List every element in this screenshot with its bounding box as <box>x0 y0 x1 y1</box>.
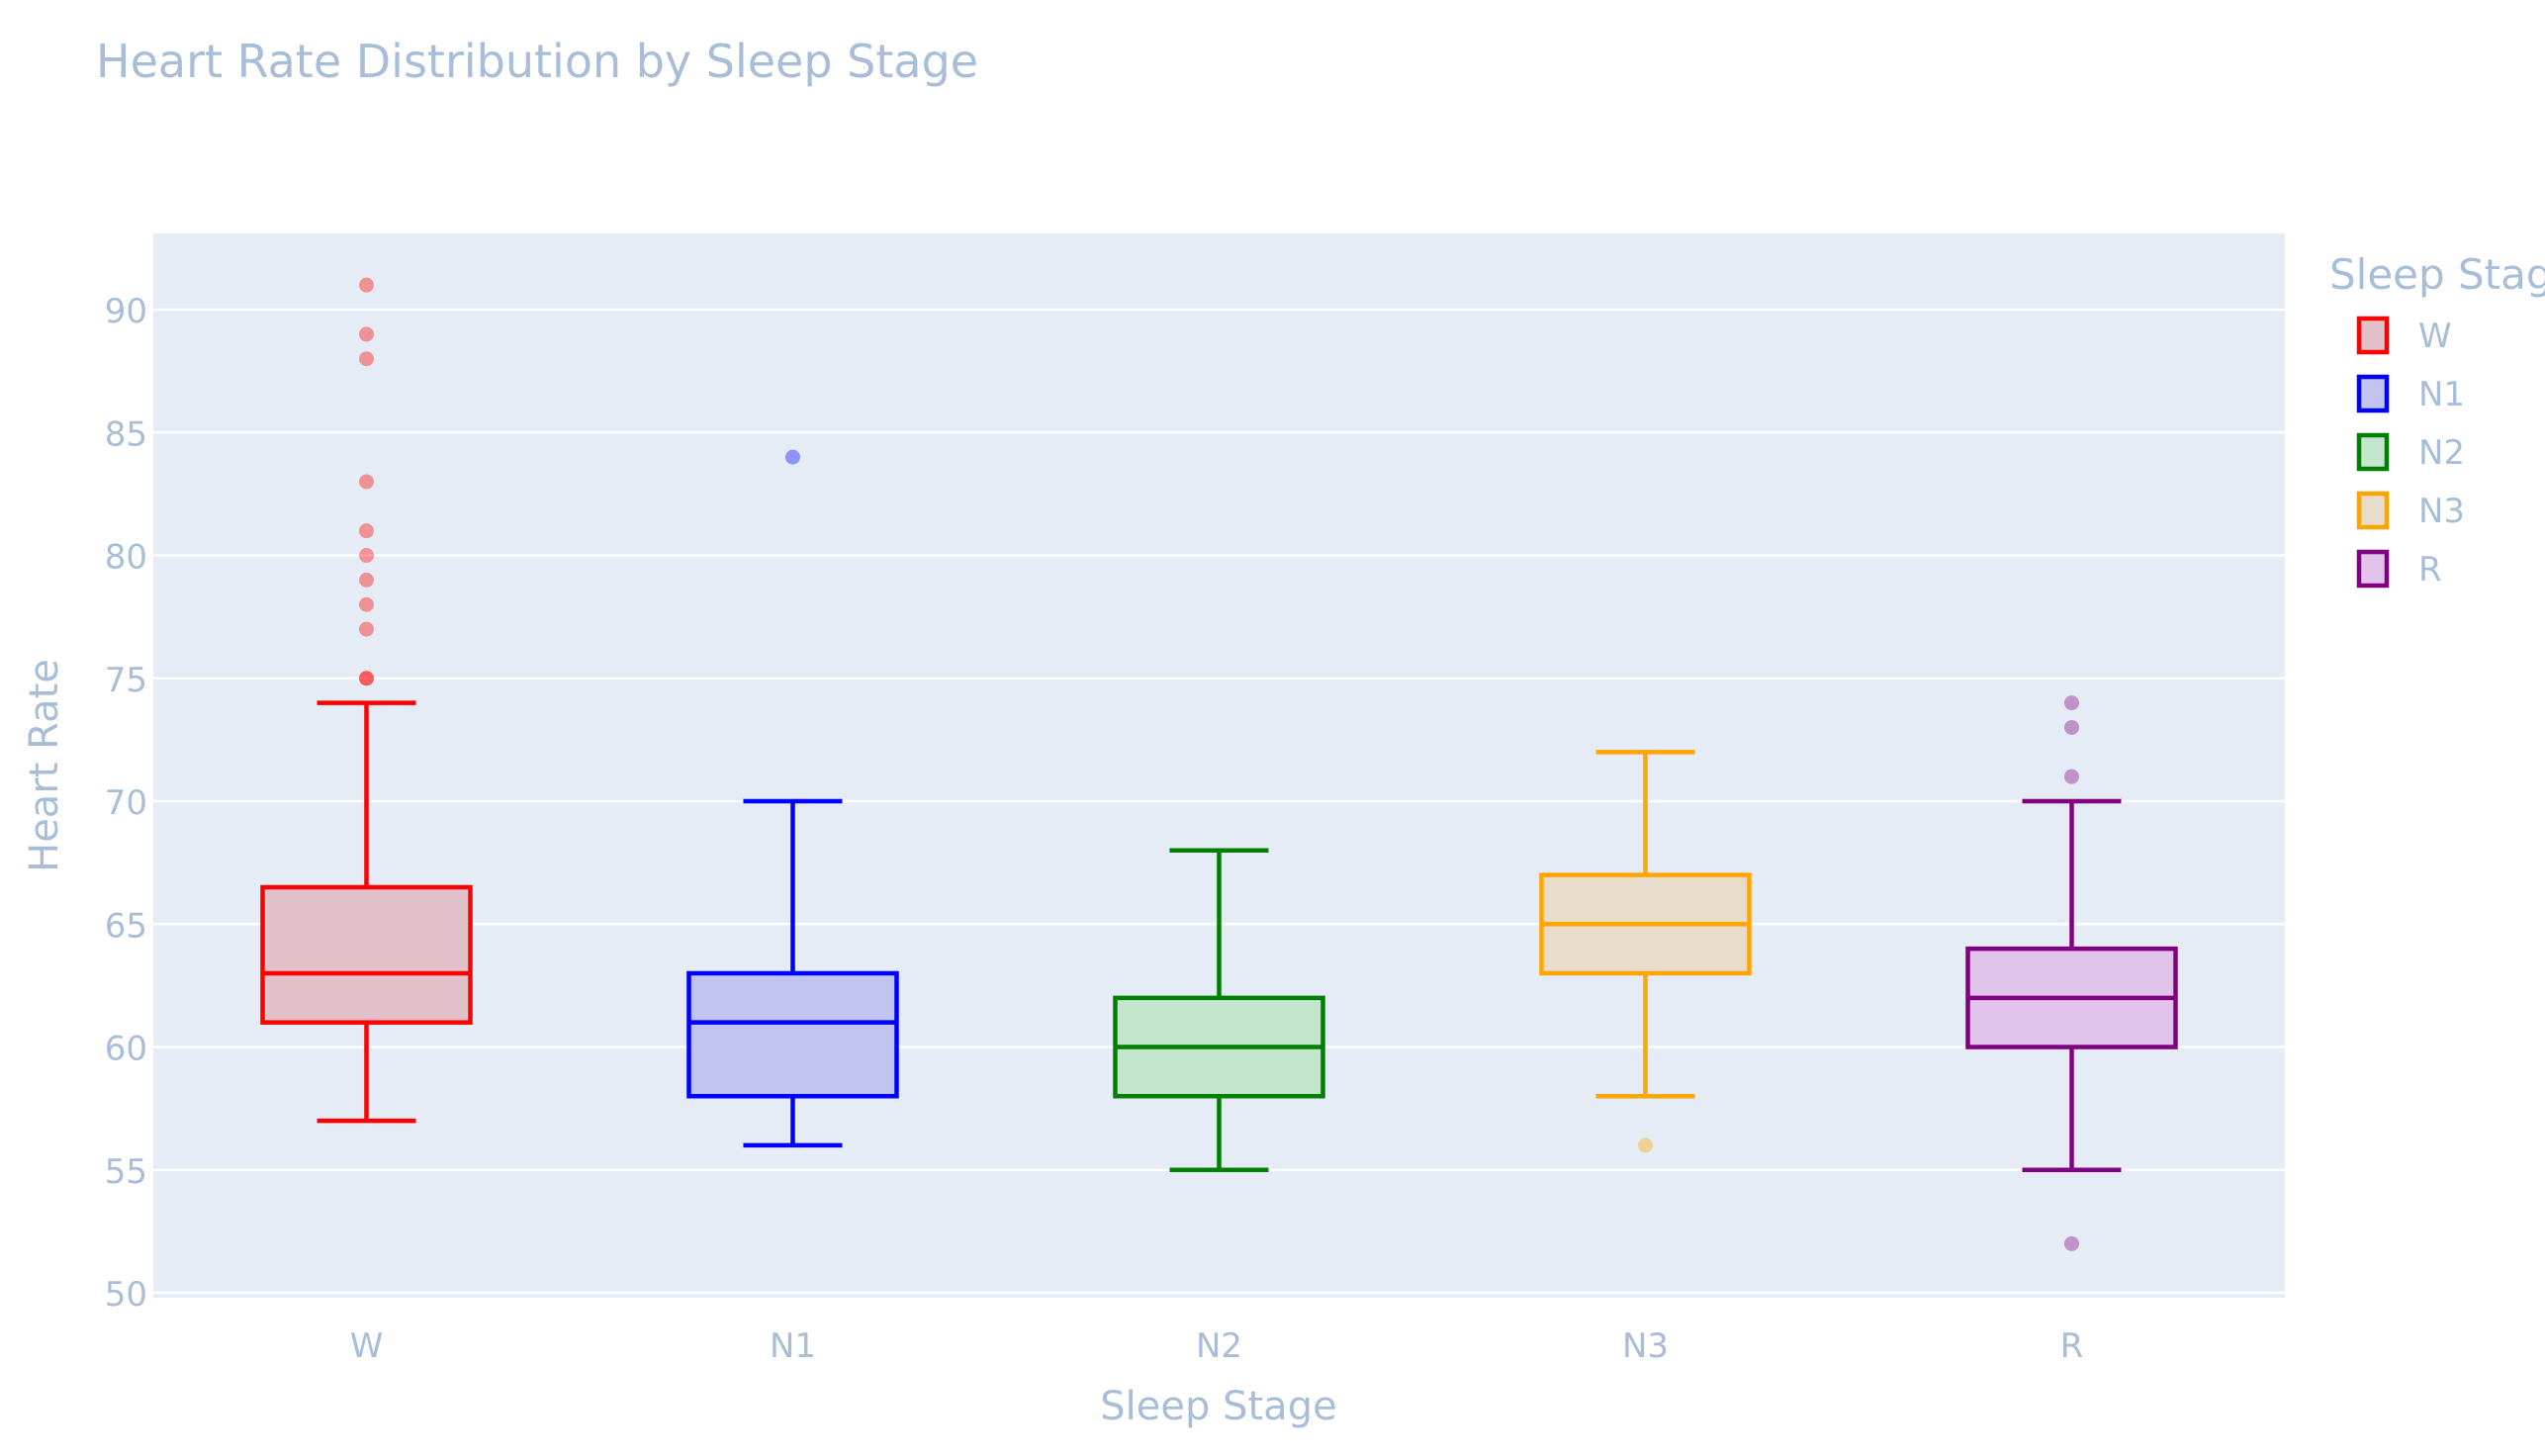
y-axis-title: Heart Rate <box>22 659 67 872</box>
outlier-point[interactable] <box>359 621 374 637</box>
outlier-point[interactable] <box>359 326 374 342</box>
box-iqr[interactable] <box>686 970 899 1099</box>
legend-label: W <box>2418 317 2452 356</box>
outlier-point[interactable] <box>359 671 374 686</box>
outlier-point[interactable] <box>359 277 374 293</box>
outlier-point[interactable] <box>1638 1138 1653 1153</box>
y-tick-label: 50 <box>105 1275 147 1315</box>
legend-label: N1 <box>2418 375 2465 414</box>
x-tick-labels: W N1 N2 N3 R <box>350 1326 2084 1366</box>
legend-item-n1[interactable]: N1 <box>2356 374 2465 414</box>
legend-title: Sleep Stage <box>2329 250 2545 299</box>
y-tick-label: 55 <box>105 1152 147 1192</box>
legend-label: N3 <box>2418 492 2465 531</box>
chart-title: Heart Rate Distribution by Sleep Stage <box>96 35 978 88</box>
box-r[interactable] <box>1965 695 2178 1251</box>
legend-swatch <box>2356 316 2390 355</box>
box-w[interactable] <box>260 277 473 1124</box>
outlier-point[interactable] <box>2064 695 2079 711</box>
outlier-point[interactable] <box>359 523 374 539</box>
x-tick-label: N1 <box>770 1326 816 1366</box>
outlier-point[interactable] <box>359 548 374 564</box>
outlier-point[interactable] <box>2064 1235 2079 1251</box>
y-tick-label: 75 <box>105 661 147 700</box>
legend-swatch <box>2356 491 2390 530</box>
outlier-point[interactable] <box>359 596 374 612</box>
outlier-point[interactable] <box>359 351 374 367</box>
box-n1[interactable] <box>686 449 899 1148</box>
legend-swatch <box>2356 432 2390 472</box>
outlier-point[interactable] <box>359 572 374 588</box>
y-tick-label: 90 <box>105 292 147 331</box>
y-tick-label: 60 <box>105 1030 147 1069</box>
y-tick-labels: 50 55 60 65 70 75 80 85 90 <box>105 292 147 1315</box>
x-axis-title: Sleep Stage <box>1100 1384 1336 1429</box>
legend-label: R <box>2418 550 2442 590</box>
box-n2[interactable] <box>1113 848 1325 1173</box>
legend-item-n3[interactable]: N3 <box>2356 491 2465 531</box>
y-tick-label: 65 <box>105 906 147 946</box>
box-plots[interactable] <box>260 277 2178 1251</box>
legend-item-r[interactable]: R <box>2356 549 2442 590</box>
box-iqr[interactable] <box>260 884 473 1025</box>
legend[interactable]: Sleep Stage W N1 N2 N3 R <box>2329 250 2545 590</box>
x-tick-label: W <box>350 1326 384 1366</box>
legend-item-n2[interactable]: N2 <box>2356 432 2465 473</box>
legend-items[interactable]: W N1 N2 N3 R <box>2356 316 2465 590</box>
x-tick-label: N2 <box>1196 1326 1242 1366</box>
outlier-point[interactable] <box>2064 769 2079 784</box>
x-tick-label: N3 <box>1622 1326 1669 1366</box>
x-tick-label: R <box>2060 1326 2084 1366</box>
legend-item-w[interactable]: W <box>2356 316 2452 356</box>
legend-swatch <box>2356 374 2390 413</box>
y-tick-label: 85 <box>105 414 147 454</box>
legend-label: N2 <box>2418 433 2465 473</box>
y-tick-label: 80 <box>105 538 147 578</box>
y-tick-label: 70 <box>105 783 147 823</box>
outlier-point[interactable] <box>785 449 800 465</box>
outlier-point[interactable] <box>2064 719 2079 735</box>
box-n3[interactable] <box>1539 750 1752 1153</box>
outlier-point[interactable] <box>359 474 374 490</box>
legend-swatch <box>2356 549 2390 589</box>
outlier-point[interactable] <box>359 671 374 686</box>
